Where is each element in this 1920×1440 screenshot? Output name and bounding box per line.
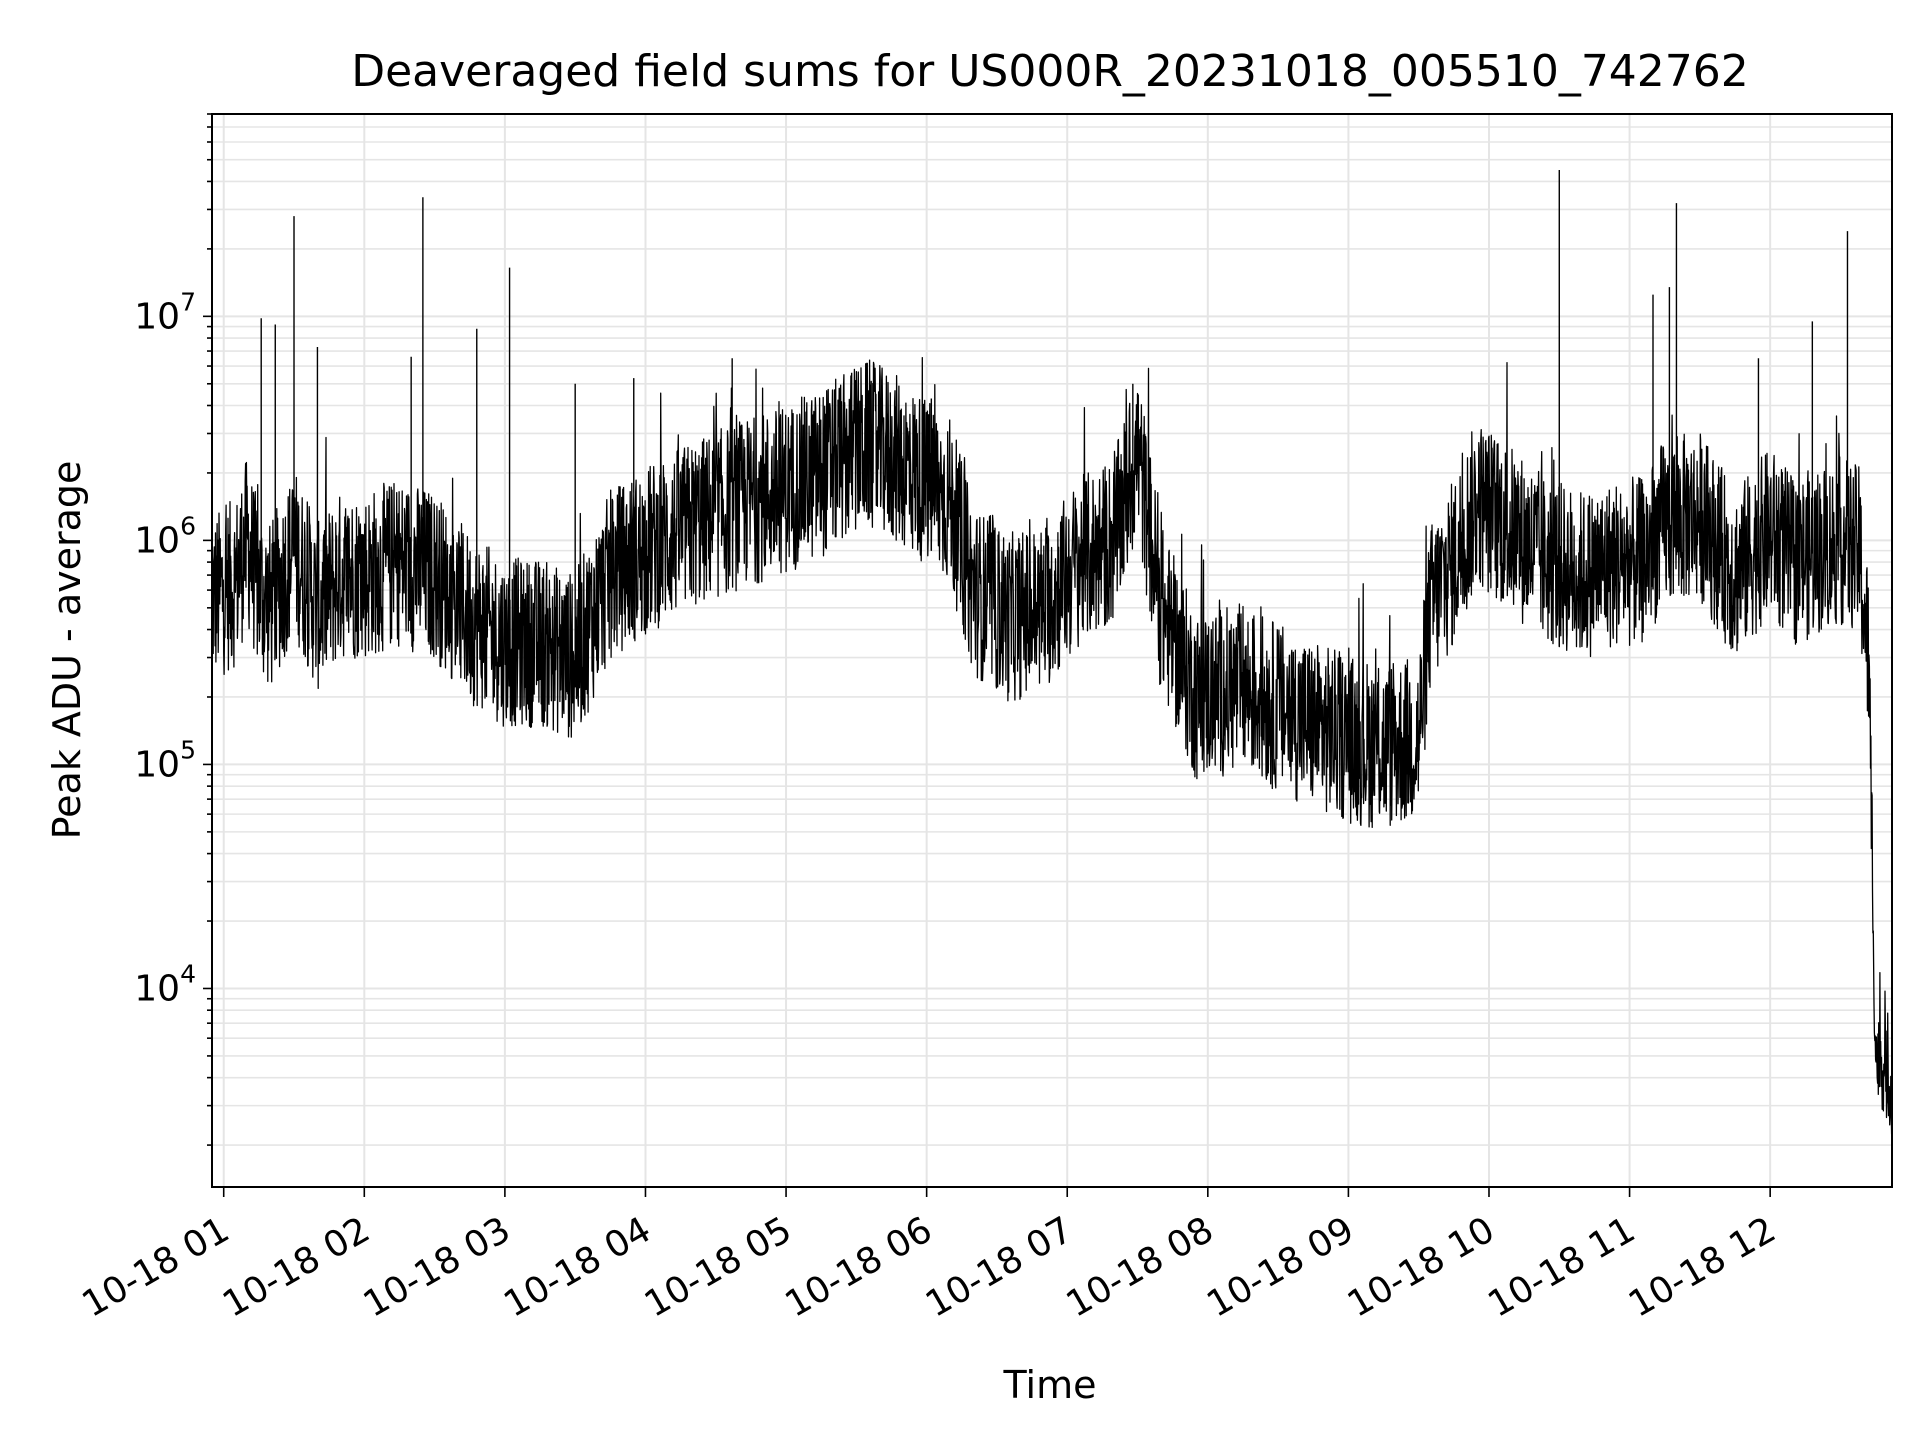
- y-axis-label: Peak ADU - average: [45, 461, 89, 840]
- plot-area: [211, 169, 1893, 1135]
- axes-frame: [211, 113, 1893, 1188]
- x-axis-label: Time: [1003, 1363, 1097, 1407]
- y-tick-label: 105: [134, 735, 196, 785]
- y-tick-label: 106: [134, 511, 196, 561]
- y-tick-label: 107: [134, 287, 196, 337]
- chart-title: Deaveraged field sums for US000R_2023101…: [351, 46, 1749, 97]
- y-tick-label: 104: [134, 959, 196, 1009]
- series-line: [211, 356, 1893, 1135]
